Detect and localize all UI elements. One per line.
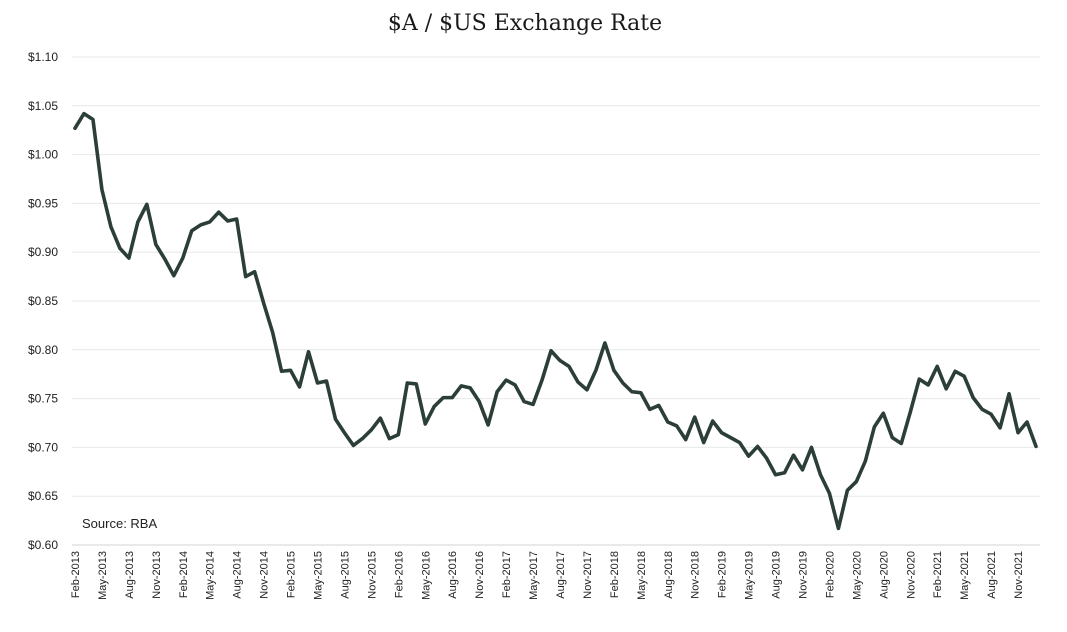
x-axis-ticks: Feb-2013 May-2013 Aug-2013 Nov-2013 Feb-2014…: [70, 551, 1025, 600]
x-tick-label: May-2021: [959, 551, 971, 600]
x-tick-label: Nov-2014: [259, 551, 271, 599]
y-tick-label: $0.65: [28, 489, 58, 503]
x-tick-label: Aug-2014: [232, 551, 244, 599]
x-tick-label: Feb-2021: [932, 551, 944, 598]
x-tick-label: Feb-2020: [824, 551, 836, 598]
x-tick-label: Feb-2016: [393, 551, 405, 598]
x-tick-label: May-2013: [97, 551, 109, 600]
x-tick-label: Aug-2018: [663, 551, 675, 599]
gridlines: [72, 56, 1040, 546]
x-tick-label: Aug-2013: [124, 551, 136, 599]
source-note: Source: RBA: [82, 516, 157, 531]
y-tick-label: $1.00: [28, 148, 58, 162]
chart-title: $A / $US Exchange Rate: [388, 11, 662, 36]
x-tick-label: May-2017: [528, 551, 540, 600]
x-tick-label: Aug-2016: [447, 551, 459, 599]
x-tick-label: May-2019: [744, 551, 756, 600]
x-tick-label: Feb-2013: [70, 551, 82, 598]
x-tick-label: May-2020: [851, 551, 863, 600]
x-tick-label: May-2015: [312, 551, 324, 600]
y-tick-label: $0.80: [28, 343, 58, 357]
x-tick-label: Nov-2017: [582, 551, 594, 599]
x-tick-label: Feb-2015: [286, 551, 298, 598]
x-tick-label: Nov-2021: [1013, 551, 1025, 599]
x-tick-label: Nov-2013: [151, 551, 163, 599]
x-tick-label: May-2014: [205, 551, 217, 600]
y-tick-label: $1.10: [28, 50, 58, 64]
x-tick-label: Nov-2018: [690, 551, 702, 599]
x-tick-label: Feb-2014: [178, 551, 190, 598]
exchange-rate-line: [73, 111, 1038, 531]
x-tick-label: May-2016: [420, 551, 432, 600]
y-tick-label: $0.60: [28, 538, 58, 552]
x-tick-label: May-2018: [636, 551, 648, 600]
x-tick-label: Aug-2021: [986, 551, 998, 599]
y-tick-label: $0.85: [28, 294, 58, 308]
y-axis-ticks: $0.60 $0.65 $0.70 $0.75 $0.80 $0.85 $0.90 $0.95…: [28, 50, 58, 552]
x-tick-label: Feb-2019: [717, 551, 729, 598]
x-tick-label: Nov-2015: [366, 551, 378, 599]
x-tick-label: Aug-2019: [771, 551, 783, 599]
x-tick-label: Nov-2020: [905, 551, 917, 599]
y-tick-label: $0.90: [28, 245, 58, 259]
y-tick-label: $0.95: [28, 196, 58, 210]
y-tick-label: $0.70: [28, 440, 58, 454]
x-tick-label: Aug-2017: [555, 551, 567, 599]
x-tick-label: Aug-2015: [339, 551, 351, 599]
y-tick-label: $0.75: [28, 392, 58, 406]
x-tick-label: Aug-2020: [878, 551, 890, 599]
x-tick-label: Nov-2016: [474, 551, 486, 599]
x-tick-label: Feb-2018: [609, 551, 621, 598]
y-tick-label: $1.05: [28, 99, 58, 113]
x-tick-label: Nov-2019: [797, 551, 809, 599]
series-layer: [73, 111, 1038, 531]
x-tick-label: Feb-2017: [501, 551, 513, 598]
